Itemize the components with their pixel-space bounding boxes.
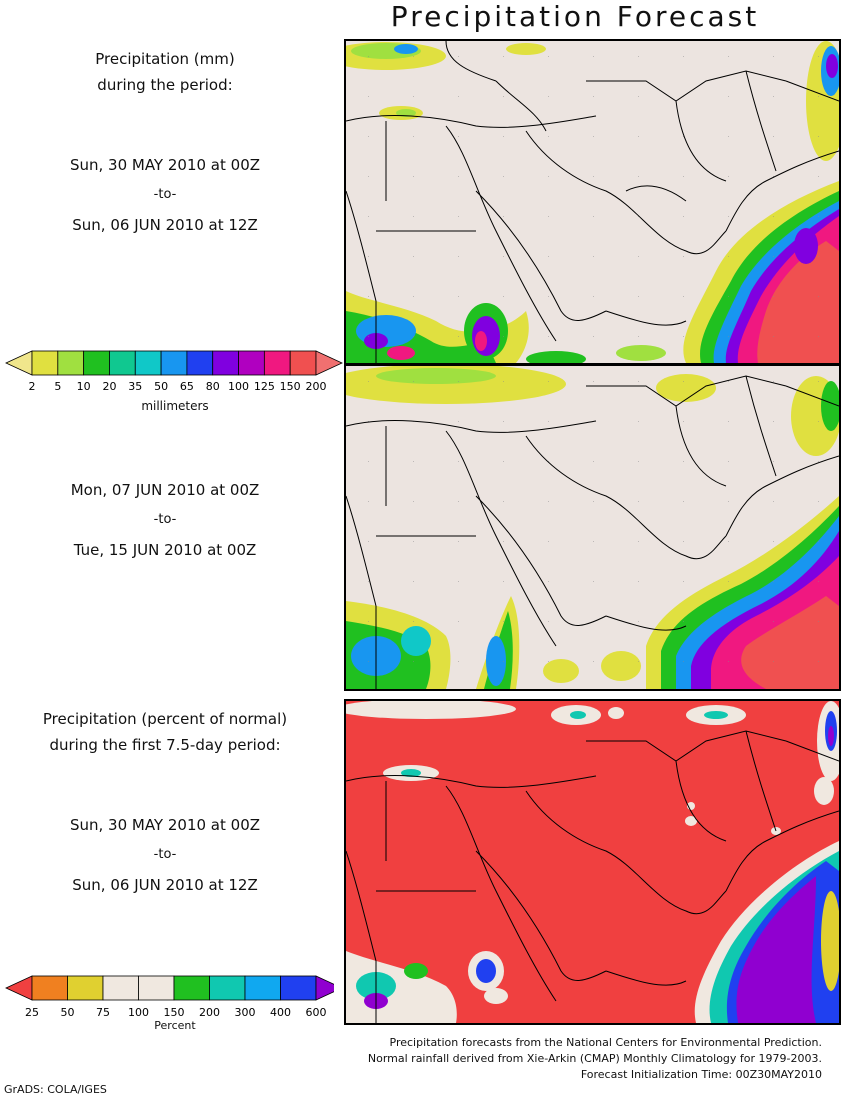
grads-footer: GrADS: COLA/IGES [4, 1083, 107, 1096]
mm-legend-swatch [263, 350, 291, 376]
pct-legend-tick-label: 200 [199, 1006, 220, 1019]
panel2-end-date: Tue, 15 JUN 2010 at 00Z [73, 541, 257, 559]
pct-legend-swatch [280, 975, 317, 1001]
panel1-heading-line2: during the period: [97, 76, 233, 94]
map3-svg [346, 701, 839, 1023]
pct-legend-tick-label: 600 [306, 1006, 327, 1019]
credits-line1: Precipitation forecasts from the Nationa… [389, 1036, 823, 1049]
pct-legend-swatch [315, 975, 343, 1001]
pct-legend-swatch [138, 975, 175, 1001]
panel3-start-date: Sun, 30 MAY 2010 at 00Z [69, 816, 261, 834]
pct-legend-swatch [5, 975, 33, 1001]
mm-legend-tick-label: 65 [180, 380, 194, 393]
mm-legend-swatch [31, 350, 59, 376]
pct-legend-svg: 25 50 75 100 150 200 300 400 600 [5, 975, 343, 1019]
mm-legend-tick-label: 35 [128, 380, 142, 393]
coastlines [346, 41, 839, 363]
percent-color-legend: 25 50 75 100 150 200 300 400 600 [4, 972, 343, 1032]
panel1-to: -to- [153, 187, 177, 202]
credits: Precipitation forecasts from the Nationa… [368, 1035, 822, 1083]
pct-legend-swatch [102, 975, 139, 1001]
credits-line3: Forecast Initialization Time: 00Z30MAY20… [580, 1068, 822, 1081]
mm-legend-tick-label: 125 [254, 380, 275, 393]
panel3-end-date: Sun, 06 JUN 2010 at 12Z [72, 876, 258, 894]
percent-normal-map [344, 699, 841, 1025]
mm-legend-tick-label: 10 [77, 380, 91, 393]
panel3-to: -to- [153, 847, 177, 862]
mm-legend-swatch [289, 350, 317, 376]
coastlines [346, 375, 839, 689]
mm-legend-tick-label: 200 [306, 380, 327, 393]
mm-legend-swatch [134, 350, 162, 376]
panel3-heading-line2: during the first 7.5-day period: [49, 736, 281, 754]
pct-legend-tick-label: 100 [128, 1006, 149, 1019]
panel2-to: -to- [153, 512, 177, 527]
panel3-heading: Precipitation (percent of normal) during… [0, 706, 330, 758]
precip-map-week1 [344, 39, 841, 365]
pct-legend-swatch [31, 975, 68, 1001]
mm-legend-swatch [109, 350, 136, 376]
panel1-heading: Precipitation (mm) during the period: [0, 46, 330, 98]
map1-svg [346, 41, 839, 363]
pct-legend-tick-label: 300 [235, 1006, 256, 1019]
mm-legend-swatch [186, 350, 214, 376]
pct-legend-swatch [173, 975, 210, 1001]
pct-legend-tick-label: 75 [96, 1006, 110, 1019]
map2-svg [346, 366, 839, 689]
pct-legend-tick-label: 25 [25, 1006, 39, 1019]
mm-legend-swatch [315, 350, 343, 376]
mm-legend-tick-label: 50 [154, 380, 168, 393]
panel3-period: Sun, 30 MAY 2010 at 00Z -to- Sun, 06 JUN… [0, 810, 330, 900]
mm-legend-tick-label: 5 [54, 380, 61, 393]
pct-legend-tick-label: 50 [61, 1006, 75, 1019]
pct-legend-swatch [209, 975, 246, 1001]
pct-legend-swatch [244, 975, 281, 1001]
coastlines [346, 730, 839, 1023]
mm-legend-swatch [212, 350, 239, 376]
pct-legend-tick-label: 150 [164, 1006, 185, 1019]
panel1-heading-line1: Precipitation (mm) [95, 50, 235, 68]
mm-legend-swatch [238, 350, 265, 376]
page-title: Precipitation Forecast [390, 0, 760, 33]
panel2-period: Mon, 07 JUN 2010 at 00Z -to- Tue, 15 JUN… [0, 475, 330, 565]
credits-line2: Normal rainfall derived from Xie-Arkin (… [367, 1052, 822, 1065]
panel2-start-date: Mon, 07 JUN 2010 at 00Z [70, 481, 260, 499]
panel1-end-date: Sun, 06 JUN 2010 at 12Z [72, 216, 258, 234]
mm-legend-swatch [83, 350, 110, 376]
mm-legend-tick-label: 80 [206, 380, 220, 393]
precip-map-week2 [344, 364, 841, 691]
mm-legend-tick-label: 20 [102, 380, 116, 393]
mm-color-legend: 2 5 10 20 35 50 65 80 100 125 150 200 [4, 348, 344, 412]
mm-legend-swatch [5, 350, 33, 376]
mm-legend-tick-label: 2 [29, 380, 36, 393]
panel3-heading-line1: Precipitation (percent of normal) [42, 710, 288, 728]
percent-legend-unit: Percent [154, 1019, 196, 1032]
mm-legend-unit: millimeters [141, 399, 209, 413]
mm-legend-swatch [57, 350, 85, 376]
mm-legend-svg: 2 5 10 20 35 50 65 80 100 125 150 200 [5, 350, 343, 393]
pct-legend-tick-label: 400 [270, 1006, 291, 1019]
mm-legend-tick-label: 150 [280, 380, 301, 393]
mm-legend-swatch [160, 350, 188, 376]
pct-legend-swatch [67, 975, 104, 1001]
panel1-period: Sun, 30 MAY 2010 at 00Z -to- Sun, 06 JUN… [0, 150, 330, 240]
mm-legend-tick-label: 100 [228, 380, 249, 393]
panel1-start-date: Sun, 30 MAY 2010 at 00Z [69, 156, 261, 174]
